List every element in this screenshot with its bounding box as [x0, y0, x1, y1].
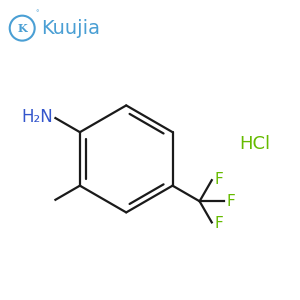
Text: HCl: HCl [239, 135, 270, 153]
Text: Kuujia: Kuujia [41, 19, 100, 38]
Text: F: F [214, 216, 223, 231]
Text: F: F [226, 194, 235, 209]
Text: K: K [17, 22, 27, 34]
Text: F: F [214, 172, 223, 187]
Text: H₂N: H₂N [21, 108, 53, 126]
Text: °: ° [36, 11, 39, 16]
